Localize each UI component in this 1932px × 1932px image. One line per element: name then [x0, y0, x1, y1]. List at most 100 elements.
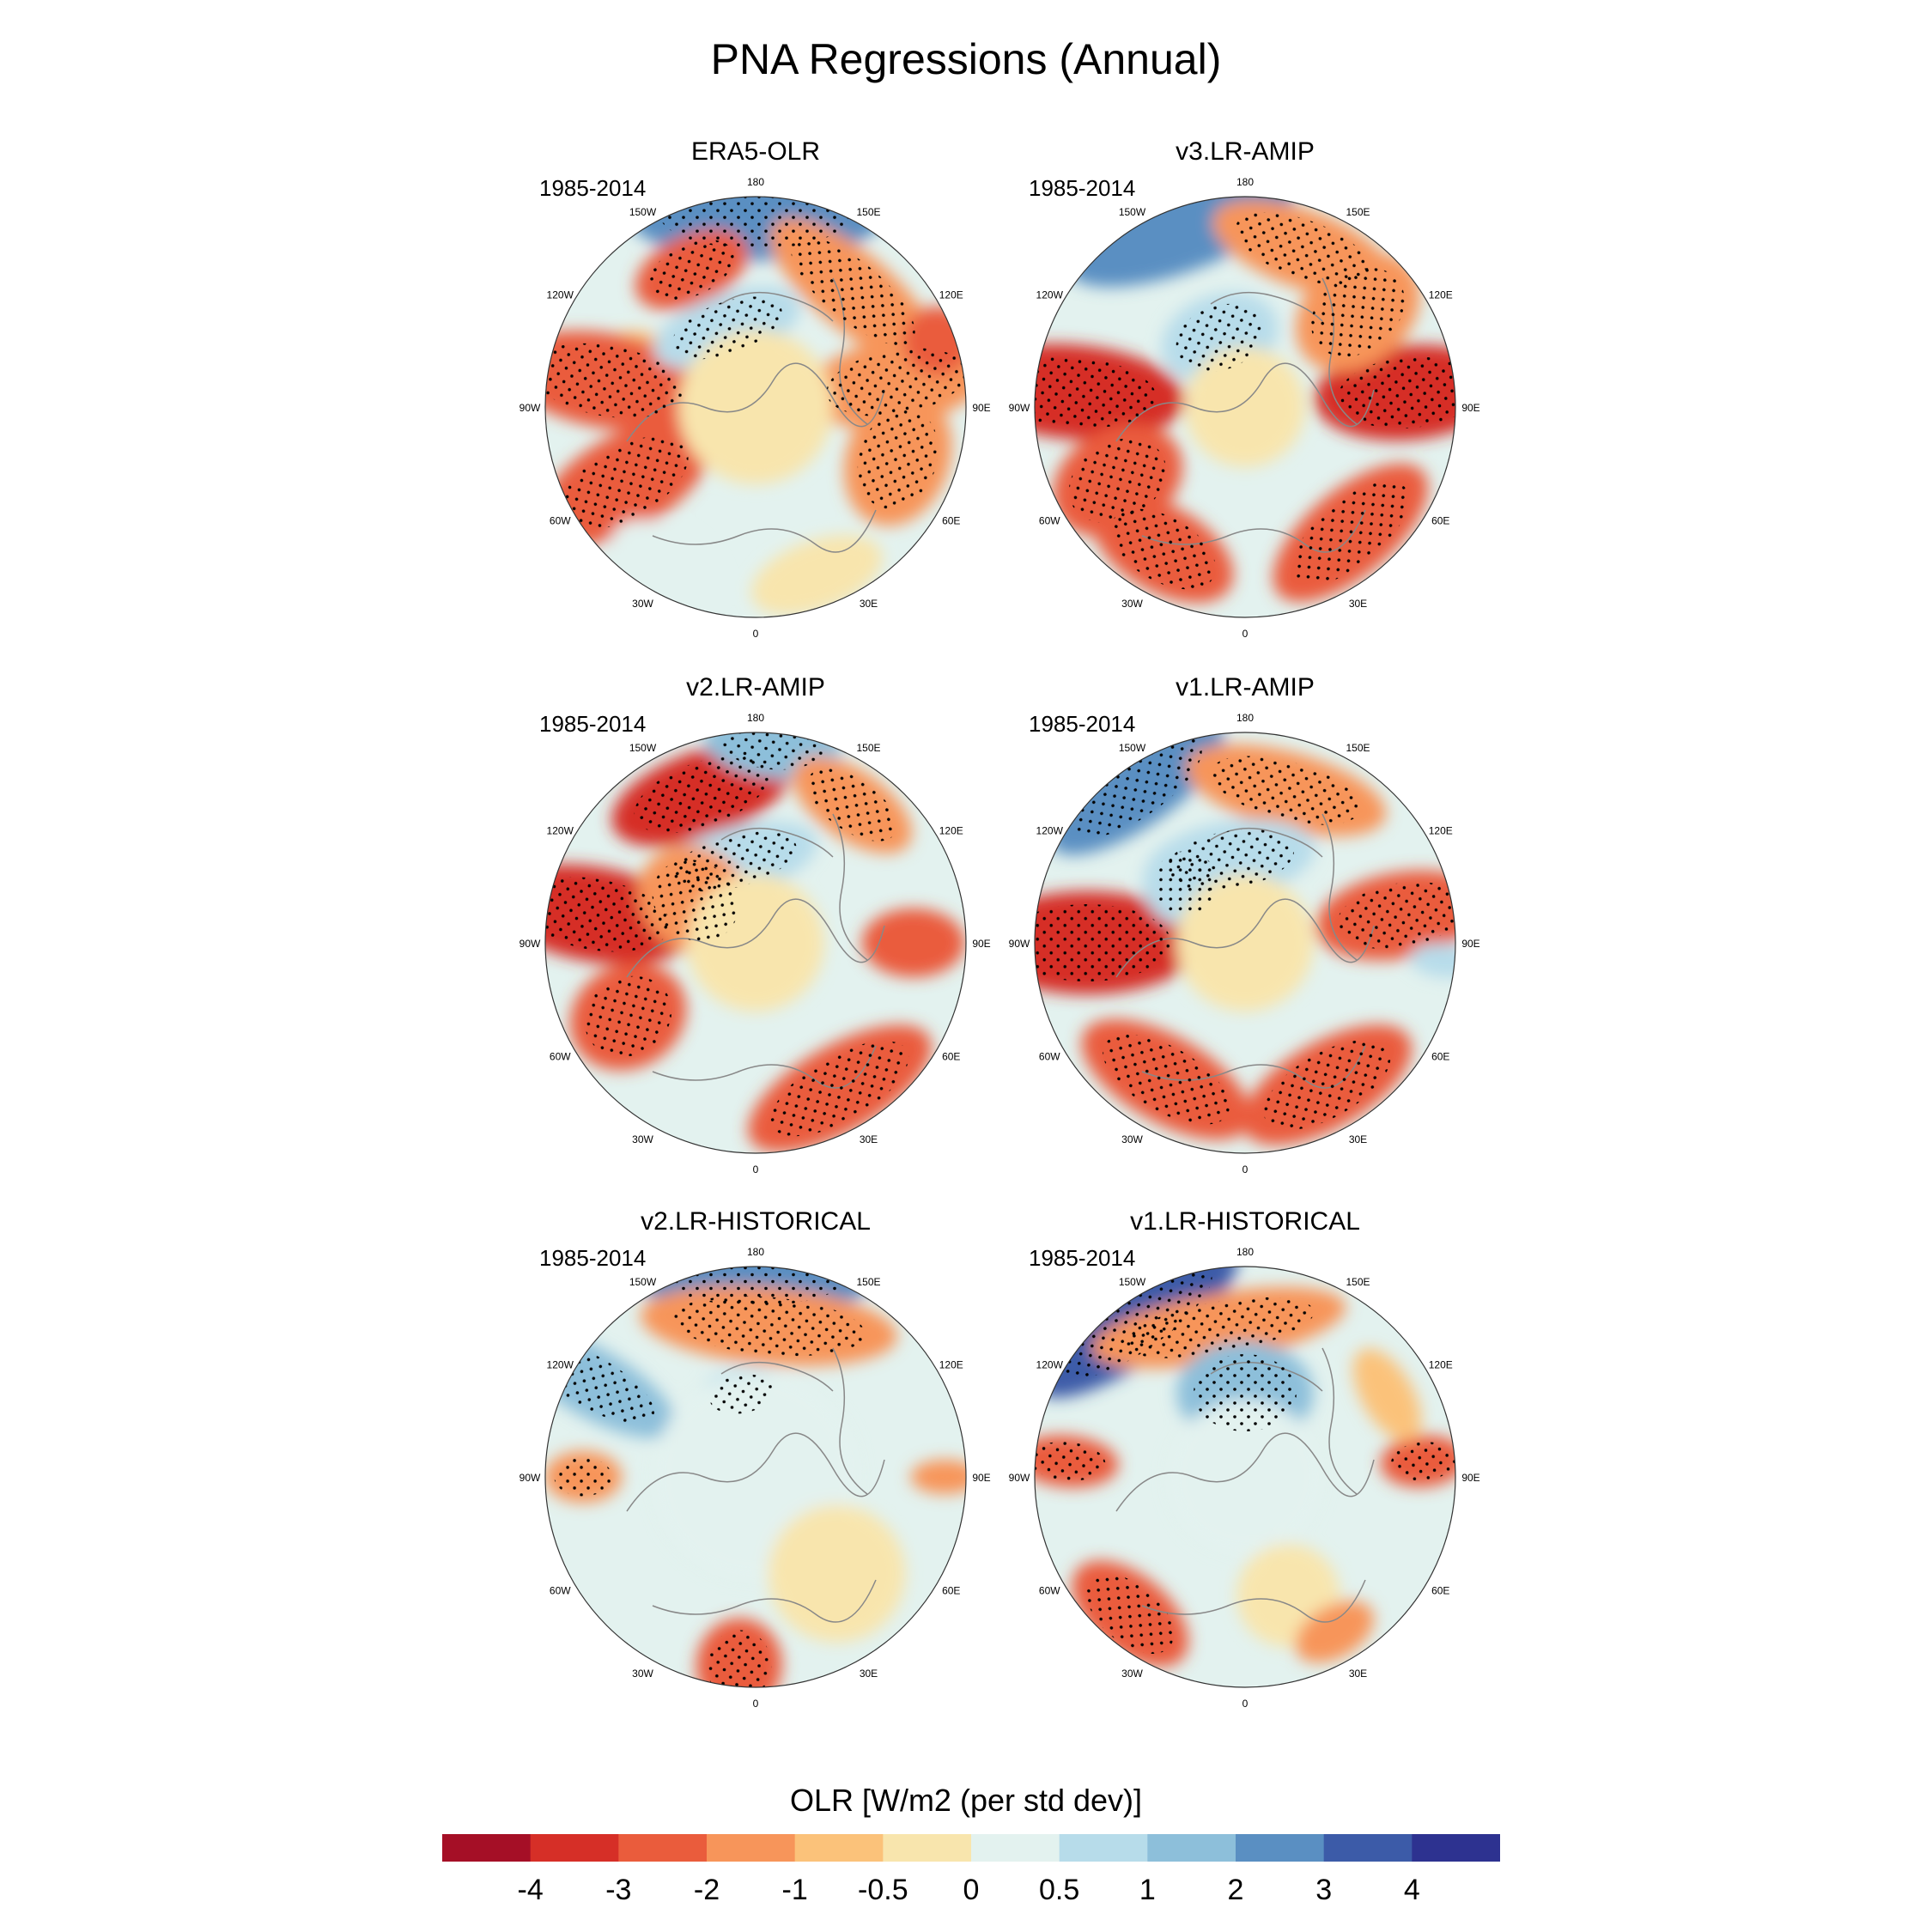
polar-map: 180 150E 120E 90E 60E 30E 0 30W 60W 90W 120W 150W	[1009, 176, 1480, 640]
map-panel: v3.LR-AMIP 1985-2014 180 150E 120E 90E 60E 30E 0…	[970, 137, 1520, 640]
field-region	[678, 330, 833, 484]
significance-stippling	[1235, 212, 1370, 286]
map-panel: v2.LR-HISTORICAL 1985-2014 180 150E 120E 90E 6…	[481, 1207, 1030, 1710]
coastline	[626, 813, 885, 1089]
significance-stippling	[807, 769, 897, 841]
panel-period: 1985-2014	[539, 711, 647, 737]
map-boundary	[544, 1266, 967, 1688]
significance-stippling	[1086, 1574, 1174, 1654]
coastline	[1115, 813, 1375, 1089]
longitude-label: 60E	[1431, 1051, 1449, 1063]
longitude-label: 120W	[1036, 1359, 1064, 1371]
panel-title: ERA5-OLR	[690, 137, 821, 166]
colorbar-tick-label: 2	[1227, 1874, 1244, 1906]
significance-stippling	[1391, 1442, 1455, 1481]
significance-stippling	[1035, 1442, 1106, 1481]
significance-stippling	[1110, 508, 1216, 590]
significance-stippling	[1103, 1034, 1230, 1125]
panel-period: 1985-2014	[1029, 1245, 1136, 1271]
field-region	[768, 1504, 906, 1643]
longitude-label: 30E	[1349, 1668, 1367, 1680]
colorbar-swatch	[1412, 1834, 1500, 1862]
longitude-label: 0	[753, 1163, 759, 1176]
significance-stippling	[1071, 737, 1202, 838]
longitude-label: 120E	[939, 825, 963, 837]
longitude-label: 60E	[1431, 515, 1449, 527]
panel-period: 1985-2014	[1029, 711, 1136, 737]
significance-stippling	[826, 348, 966, 416]
significance-stippling	[1292, 481, 1409, 585]
longitude-label: 30W	[632, 1668, 653, 1680]
longitude-label: 90E	[972, 938, 990, 950]
colorbar	[442, 1834, 1500, 1862]
longitude-label: 120E	[1429, 289, 1453, 301]
longitude-label: 90E	[972, 402, 990, 414]
longitude-label: 30E	[860, 598, 878, 610]
longitude-label: 60E	[1431, 1585, 1449, 1597]
field-region	[1185, 347, 1305, 467]
significance-stippling	[1263, 1039, 1391, 1130]
longitude-label: 0	[1242, 1698, 1249, 1710]
coastline	[626, 277, 885, 553]
panel-title: v1.LR-AMIP	[1176, 673, 1315, 702]
significance-stippling	[708, 1374, 774, 1414]
longitude-label: 150E	[856, 1276, 880, 1288]
field-region	[861, 908, 965, 977]
longitude-label: 0	[1242, 1163, 1249, 1176]
longitude-label: 60W	[1039, 515, 1060, 527]
field-region	[1409, 943, 1455, 978]
field-region	[910, 1460, 966, 1494]
longitude-label: 30W	[1121, 1133, 1143, 1145]
colorbar-swatch	[618, 1834, 708, 1862]
significance-stippling	[1123, 1297, 1315, 1358]
panel-period: 1985-2014	[539, 175, 647, 201]
longitude-label: 150E	[856, 742, 880, 754]
map-boundary	[1034, 732, 1456, 1154]
significance-stippling	[1176, 303, 1264, 372]
significance-stippling	[1068, 438, 1167, 523]
longitude-label: 60E	[942, 1051, 960, 1063]
longitude-label: 60W	[550, 515, 571, 527]
longitude-label: 120E	[1429, 825, 1453, 837]
longitude-label: 60E	[942, 1585, 960, 1597]
colorbar-swatch	[530, 1834, 619, 1862]
longitude-label: 180	[747, 176, 764, 188]
longitude-label: 120W	[547, 289, 574, 301]
colorbar-swatch	[883, 1834, 972, 1862]
polar-map: 180 150E 120E 90E 60E 30E 0 30W 60W 90W 120W 150W	[1009, 712, 1480, 1176]
colorbar-swatch	[1323, 1834, 1413, 1862]
longitude-label: 90E	[972, 1472, 990, 1484]
polar-map: 180 150E 120E 90E 60E 30E 0 30W 60W 90W 120W 150W	[519, 1246, 991, 1710]
significance-stippling	[1338, 356, 1455, 429]
longitude-label: 30W	[632, 598, 653, 610]
significance-stippling	[1035, 904, 1171, 981]
longitude-label: 90E	[1461, 938, 1479, 950]
panel-period: 1985-2014	[1029, 175, 1136, 201]
colorbar-tick-label: -0.5	[858, 1874, 908, 1906]
longitude-label: 150W	[629, 206, 657, 218]
significance-stippling	[707, 1630, 772, 1687]
significance-stippling	[671, 296, 782, 360]
colorbar-tick-label: 4	[1403, 1874, 1420, 1906]
significance-stippling	[721, 732, 825, 770]
significance-stippling	[1211, 756, 1361, 825]
longitude-label: 90W	[519, 402, 541, 414]
longitude-label: 150E	[1346, 1276, 1370, 1288]
longitude-label: 180	[1236, 712, 1254, 724]
colorbar-tick-label: 1	[1139, 1874, 1156, 1906]
longitude-label: 120W	[1036, 289, 1064, 301]
significance-stippling	[560, 435, 689, 530]
significance-stippling	[665, 1267, 846, 1306]
longitude-label: 0	[753, 1698, 759, 1710]
colorbar-swatch	[707, 1834, 796, 1862]
longitude-label: 150W	[629, 1276, 657, 1288]
colorbar-tick-label: 3	[1315, 1874, 1333, 1906]
significance-stippling	[1311, 268, 1405, 357]
colorbar-tick-label: 0	[963, 1874, 980, 1906]
longitude-label: 30W	[1121, 598, 1143, 610]
coastline	[1115, 277, 1375, 553]
significance-stippling	[1153, 851, 1218, 916]
coastline	[1115, 1347, 1375, 1623]
longitude-label: 180	[1236, 1246, 1254, 1258]
panel-title: v2.LR-HISTORICAL	[641, 1207, 871, 1236]
